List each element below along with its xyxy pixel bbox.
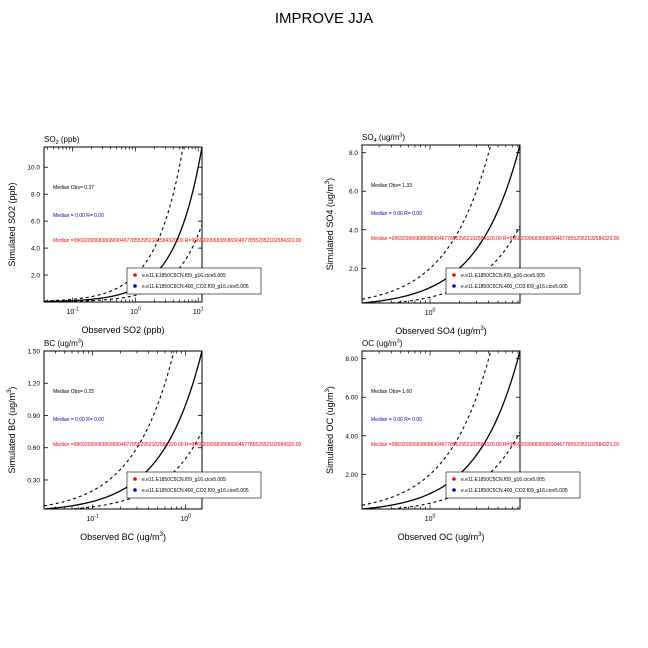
legend-marker — [133, 477, 137, 481]
y-tick-label: 6.0 — [31, 219, 40, 226]
y-tick-label: 1.20 — [27, 381, 40, 388]
legend-entry: e.e11.E1850C5CN.400_CO2.f09_g16.cice5.00… — [461, 488, 568, 494]
median-series1-annotation: Median = 0.00 R= 0.00 — [53, 417, 104, 423]
y-tick-label: 8.00 — [345, 356, 358, 363]
panel-title: SO4 (ug/m3) — [362, 133, 405, 145]
legend-marker — [452, 273, 456, 277]
y-tick-label: 4.0 — [31, 246, 40, 253]
y-tick-label: 1.50 — [27, 349, 40, 356]
y-tick-label: 6.00 — [345, 395, 358, 402]
median-series1-annotation: Median = 0.00 R= 0.00 — [371, 211, 422, 217]
legend-box — [126, 267, 262, 295]
median-series2-annotation: Median =99692099683868690467785529521025… — [371, 236, 620, 242]
y-tick-label: 0.60 — [27, 445, 40, 452]
x-tick-label: 100 — [180, 514, 191, 524]
y-tick-label: 2.00 — [345, 472, 358, 479]
legend-box — [445, 471, 581, 499]
reference-line-dashed-2 — [362, 145, 492, 300]
legend-marker — [452, 477, 456, 481]
plot-frame — [43, 146, 203, 303]
legend-marker — [133, 488, 137, 492]
reference-line-dashed-2 — [44, 147, 184, 302]
y-tick-label: 6.0 — [349, 189, 358, 196]
panel-title: OC (ug/m3) — [362, 339, 403, 349]
x-tick-label: 10-1 — [66, 307, 78, 317]
y-axis-label: Simulated SO4 (ug/m3) — [325, 178, 335, 270]
legend-marker — [133, 284, 137, 288]
legend-entry: e.e11.E1850C5CN.f09_g16.cice5.005 — [142, 273, 226, 279]
x-tick-label: 100 — [425, 514, 436, 524]
legend-entry: e.e11.E1850C5CN.f09_g16.cice5.005 — [461, 273, 545, 279]
plot-frame — [43, 350, 203, 510]
legend-box — [126, 471, 262, 499]
median-series1-annotation: Median = 0.00 R= 0.00 — [371, 417, 422, 423]
reference-line-dashed-3 — [384, 431, 520, 509]
chart-panel-1: 2.0 4.0 6.0 8.0 10.0 10-1 100 101 SO2 (ppb) Obser… — [7, 135, 302, 335]
y-axis-label: Simulated OC (ug/m3) — [325, 386, 335, 474]
x-tick-label: 10-1 — [87, 514, 99, 524]
median-obs-annotation: Median Obs= 1.60 — [371, 389, 412, 395]
reference-line-solid-1 — [44, 351, 202, 509]
page-title: IMPROVE JJA — [274, 10, 374, 27]
median-obs-annotation: Median Obs= 0.37 — [53, 185, 94, 191]
panel-title: SO2 (ppb) — [44, 135, 80, 146]
reference-line-dashed-3 — [64, 431, 202, 509]
chart-panel-4: 2.00 4.00 6.00 8.00 100 OC (ug/m3) Observed OC… — [325, 339, 620, 543]
legend-entry: e.e11.E1850C5CN.f09_g16.cice5.005 — [461, 477, 545, 483]
x-tick-label: 100 — [130, 307, 141, 317]
reference-line-dashed-2 — [44, 351, 175, 507]
legend-entry: e.e11.E1850C5CN.400_CO2.f09_g16.cice5.00… — [461, 284, 568, 290]
median-series2-annotation: Median =99692099683868690467785529521025… — [53, 238, 302, 244]
chart-panel-3: 0.30 0.60 0.90 1.20 1.50 10-1 100 BC (ug/m3) Obs… — [7, 339, 302, 543]
x-tick-label: 100 — [425, 308, 436, 318]
x-axis-label: Observed SO4 (ug/m3) — [395, 326, 486, 336]
plot-frame — [361, 144, 521, 304]
reference-line-solid-1 — [362, 145, 520, 303]
panel-title: BC (ug/m3) — [44, 339, 84, 349]
median-obs-annotation: Median Obs= 1.33 — [371, 183, 412, 189]
reference-line-dashed-3 — [384, 225, 520, 303]
legend-entry: e.e11.E1850C5CN.f09_g16.cice5.005 — [142, 477, 226, 483]
y-tick-label: 2.0 — [31, 273, 40, 280]
y-tick-label: 8.0 — [349, 150, 358, 157]
reference-line-solid-1 — [44, 147, 202, 302]
median-series2-annotation: Median =99692099683868690467785529521025… — [371, 442, 620, 448]
chart-panel-2: 2.0 4.0 6.0 8.0 100 SO4 (ug/m3) Observed SO4 (… — [325, 133, 620, 337]
y-tick-label: 4.0 — [349, 227, 358, 234]
reference-line-dashed-2 — [362, 351, 492, 506]
x-tick-label: 101 — [193, 307, 204, 317]
legend-entry: e.e11.E1850C5CN.400_CO2.f09_g16.cice5.00… — [142, 284, 249, 290]
y-axis-label: Simulated BC (ug/m3) — [7, 387, 17, 474]
median-series2-annotation: Median =99692099683868690467785529521025… — [53, 442, 302, 448]
plot-frame — [361, 350, 521, 510]
reference-line-solid-1 — [362, 351, 520, 509]
y-tick-label: 2.0 — [349, 266, 358, 273]
median-obs-annotation: Median Obs= 0.25 — [53, 389, 94, 395]
median-series1-annotation: Median = 0.00 R= 0.00 — [53, 213, 104, 219]
x-axis-label: Observed BC (ug/m3) — [80, 532, 166, 542]
legend-marker — [452, 488, 456, 492]
legend-marker — [133, 273, 137, 277]
legend-box — [445, 267, 581, 295]
y-axis-label: Simulated SO2 (ppb) — [7, 182, 17, 266]
y-tick-label: 10.0 — [27, 165, 40, 172]
y-tick-label: 0.30 — [27, 477, 40, 484]
y-tick-label: 8.0 — [31, 192, 40, 199]
x-axis-label: Observed SO2 (ppb) — [81, 325, 164, 335]
legend-entry: e.e11.E1850C5CN.400_CO2.f09_g16.cice5.00… — [142, 488, 249, 494]
x-axis-label: Observed OC (ug/m3) — [398, 532, 485, 542]
y-tick-label: 0.90 — [27, 413, 40, 420]
y-tick-label: 4.00 — [345, 433, 358, 440]
legend-marker — [452, 284, 456, 288]
